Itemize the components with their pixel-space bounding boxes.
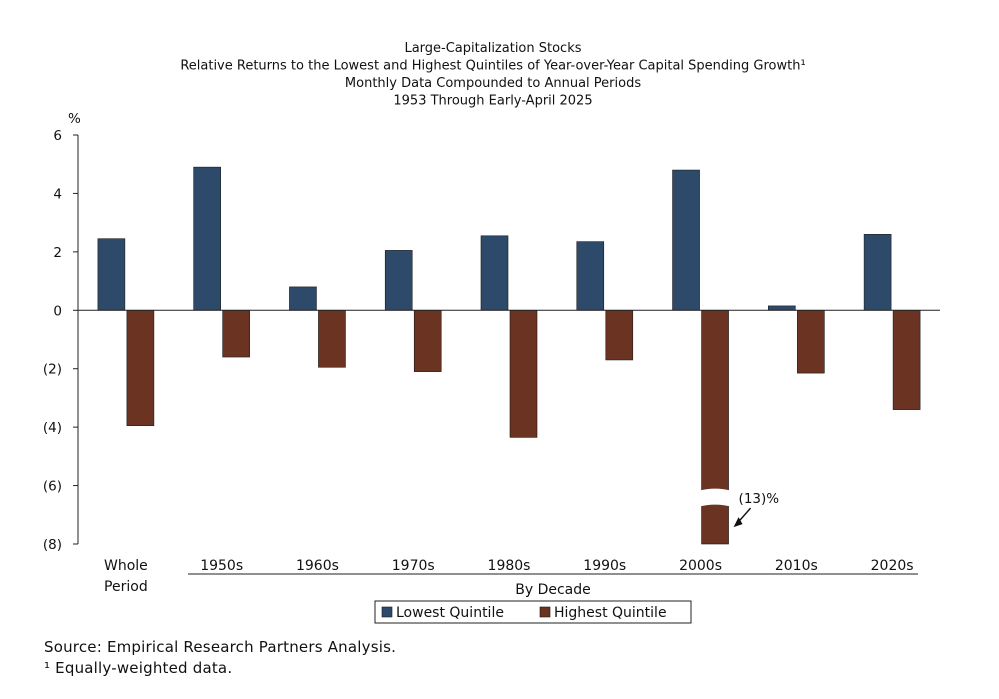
y-tick-label: (8)	[43, 537, 62, 553]
bar-highest-1980s	[509, 309, 538, 438]
bar-highest-1990s	[605, 309, 634, 361]
bar-highest-1960s	[318, 309, 346, 368]
bar-lowest-1990s	[576, 241, 605, 311]
bars-group: (13)%	[78, 166, 940, 545]
bar-chart: Large-Capitalization Stocks Relative Retu…	[43, 41, 940, 624]
axis-break-mark	[697, 488, 733, 508]
legend-label: Highest Quintile	[554, 605, 667, 621]
x-category-label: 1970s	[392, 558, 435, 574]
bar-lowest-2000s	[672, 169, 700, 311]
x-category-label: 2000s	[679, 558, 722, 574]
y-tick-label: 0	[53, 303, 62, 319]
bar-lowest-1980s	[480, 235, 509, 311]
x-category-label: Whole	[104, 558, 148, 574]
chart-title-line: Relative Returns to the Lowest and Highe…	[180, 59, 805, 74]
y-axis: % 6 4 2 0 (2) (4) (6) (8)	[43, 111, 81, 553]
bar-lowest-whole-period	[97, 238, 126, 311]
y-tick-label: (6)	[43, 479, 62, 495]
x-category-label: 2020s	[871, 558, 914, 574]
x-category-label: 1950s	[200, 558, 243, 574]
chart-title-block: Large-Capitalization Stocks Relative Retu…	[180, 41, 805, 109]
x-category-label: 1980s	[488, 558, 531, 574]
bar-lowest-2020s	[863, 234, 892, 311]
x-category-label: 1960s	[296, 558, 339, 574]
chart-title-line: Monthly Data Compounded to Annual Period…	[345, 76, 641, 91]
y-tick-label: 2	[53, 245, 62, 261]
x-category-label: 2010s	[775, 558, 818, 574]
source-note: Source: Empirical Research Partners Anal…	[44, 638, 397, 656]
legend-swatch	[381, 606, 393, 618]
bar-highest-2000s	[701, 309, 729, 545]
x-category-label: 1990s	[583, 558, 626, 574]
bar-highest-1970s	[413, 309, 442, 372]
legend: Lowest Quintile Highest Quintile	[374, 600, 692, 624]
break-arrow-head	[733, 517, 743, 528]
y-tick-label: (4)	[43, 420, 62, 436]
legend-swatch	[539, 606, 551, 618]
legend-box	[374, 600, 692, 624]
y-tick-label: 4	[53, 186, 62, 202]
bar-highest-2010s	[797, 309, 825, 374]
bar-highest-1950s	[222, 309, 250, 358]
chart-title-line: 1953 Through Early-April 2025	[393, 94, 592, 109]
bar-lowest-1960s	[289, 286, 317, 311]
chart-title-line: Large-Capitalization Stocks	[404, 41, 581, 56]
break-value-label: (13)%	[739, 491, 780, 507]
y-tick-label: (2)	[43, 362, 62, 378]
bar-lowest-1970s	[384, 250, 413, 311]
y-tick-label: 6	[53, 128, 62, 144]
bar-highest-2020s	[892, 309, 921, 410]
decade-group-label: By Decade	[515, 582, 591, 598]
footnote: ¹ Equally-weighted data.	[44, 659, 233, 677]
x-axis: Whole Period 1950s 1960s 1970s 1980s 1990s 2000…	[104, 558, 918, 598]
x-category-label: Period	[104, 579, 148, 595]
bar-lowest-2010s	[768, 305, 796, 311]
y-unit-label: %	[68, 111, 81, 127]
bar-lowest-1950s	[193, 166, 221, 311]
bar-highest-whole-period	[126, 309, 155, 426]
legend-label: Lowest Quintile	[396, 605, 504, 621]
